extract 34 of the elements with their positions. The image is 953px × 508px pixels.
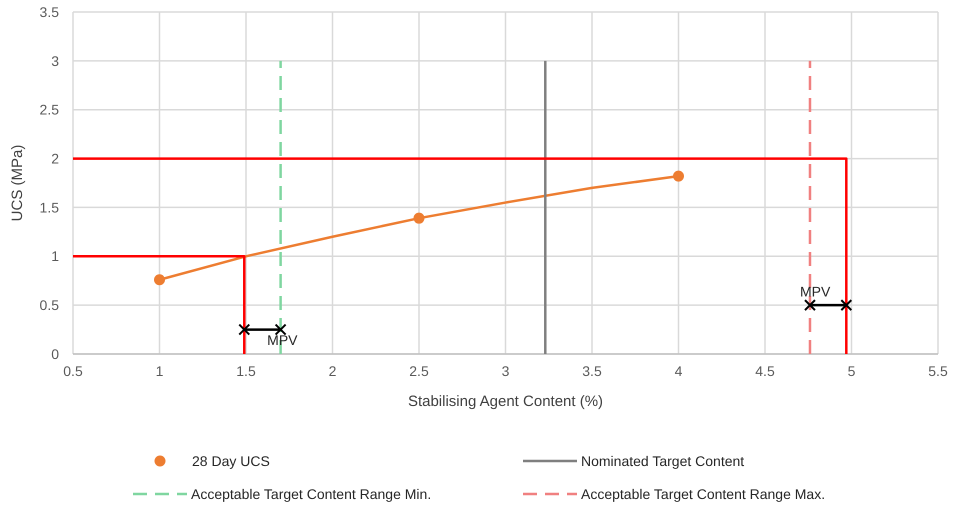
y-axis-title: UCS (MPa) bbox=[9, 144, 26, 222]
legend-label: Acceptable Target Content Range Min. bbox=[191, 486, 432, 502]
point bbox=[274, 324, 287, 336]
point bbox=[154, 274, 165, 286]
point bbox=[673, 170, 684, 182]
x-tick-label: 5 bbox=[848, 363, 856, 379]
legend-label: 28 Day UCS bbox=[192, 452, 270, 469]
legend-label: Acceptable Target Content Range Max. bbox=[581, 486, 826, 502]
y-tick-label: 0 bbox=[51, 346, 60, 362]
x-tick-label: 1 bbox=[156, 363, 164, 379]
x-tick-label: 4.5 bbox=[755, 363, 775, 379]
x-tick-label: 3.5 bbox=[582, 363, 602, 379]
point bbox=[840, 299, 852, 312]
annotation: MPV bbox=[267, 332, 298, 348]
y-tick-label: 3 bbox=[51, 52, 60, 69]
point bbox=[238, 324, 250, 336]
point bbox=[804, 299, 816, 312]
point bbox=[414, 212, 424, 224]
legend-label: Nominated Target Content bbox=[581, 452, 744, 469]
x-tick-label: 5.5 bbox=[928, 363, 948, 379]
x-tick-label: 3 bbox=[502, 363, 510, 379]
x-axis-title: Stabilising Agent Content (%) bbox=[408, 393, 604, 410]
y-tick-label: 2.5 bbox=[40, 102, 60, 118]
x-tick-label: 4 bbox=[674, 363, 683, 379]
x-tick-label: 0.5 bbox=[63, 363, 83, 379]
y-tick-label: 1 bbox=[51, 248, 60, 264]
x-tick-label: 1.5 bbox=[236, 363, 256, 379]
x-tick-label: 2 bbox=[328, 363, 337, 379]
x-tick-label: 2.5 bbox=[409, 363, 429, 379]
y-tick-label: 2 bbox=[51, 150, 60, 166]
y-tick-label: 0.5 bbox=[40, 297, 60, 314]
y-tick-label: 1.5 bbox=[40, 199, 60, 216]
y-tick-label: 3.5 bbox=[40, 4, 60, 20]
annotation: MPV bbox=[800, 283, 831, 300]
